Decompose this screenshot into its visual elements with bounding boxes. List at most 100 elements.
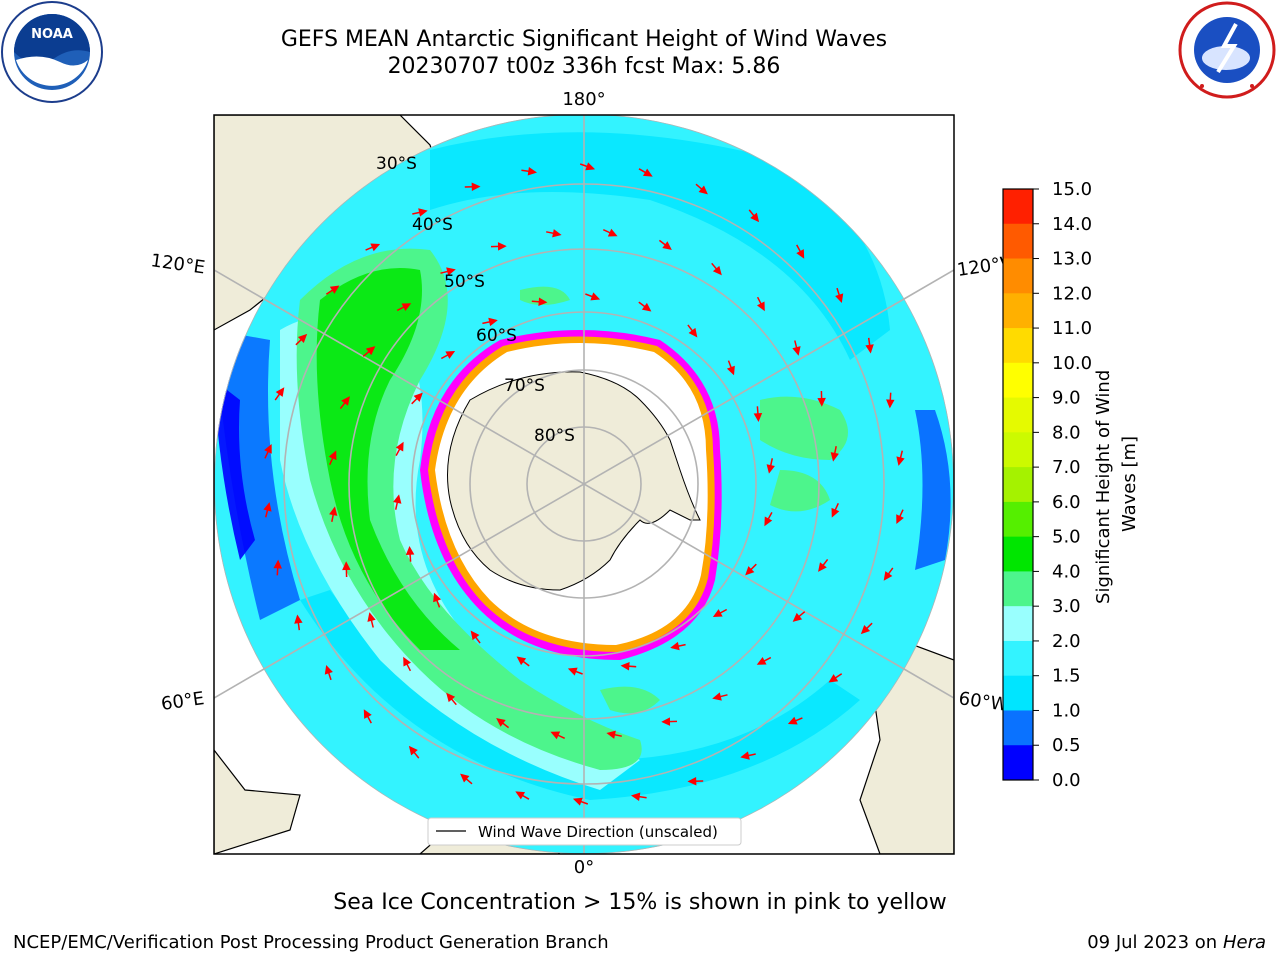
lat-label-70s: 70°S (504, 376, 545, 396)
wave-direction-arrowhead (787, 716, 798, 725)
noaa-logo: NOAA (1, 1, 103, 103)
wave-direction-arrowhead (446, 267, 456, 276)
wave-direction-arrowhead (817, 397, 826, 407)
wave-direction-arrowhead (670, 641, 680, 651)
wave-direction-arrowhead (294, 614, 303, 624)
wave-direction-arrowhead (818, 562, 827, 572)
wave-direction-arrowhead (515, 791, 526, 800)
wave-direction-arrowhead (590, 292, 601, 301)
wave-direction-arrowhead (766, 464, 775, 474)
wave-direction-arrowhead (393, 494, 402, 504)
chart-title: GEFS MEAN Antarctic Significant Height o… (280, 27, 888, 52)
wave-direction-arrowhead (538, 297, 548, 307)
wave-direction-arrowhead (896, 456, 905, 466)
nws-logo (1178, 1, 1276, 99)
wave-direction-arrowhead (896, 514, 904, 524)
colorbar-segment (1003, 606, 1033, 642)
colorbar-segment (1003, 397, 1033, 433)
wave-direction-arrowhead (631, 792, 641, 802)
colorbar-tick-label: 3.0 (1052, 596, 1081, 617)
wave-direction-arrowhead (641, 302, 652, 312)
wave-direction-arrowhead (446, 692, 456, 703)
lat-label-30s: 30°S (376, 154, 417, 174)
chart-subtitle: 20230707 t00z 336h fcst Max: 5.86 (387, 54, 781, 79)
wave-direction-arrowhead (865, 344, 874, 354)
wave-direction-arrowhead (471, 182, 481, 192)
colorbar-tick-label: 6.0 (1052, 492, 1081, 513)
wave-direction-arrowhead (607, 228, 618, 237)
colorbar-tick-label: 9.0 (1052, 388, 1081, 409)
colorbar-segment (1003, 675, 1033, 711)
wave-direction-arrowhead (886, 399, 895, 409)
wave-direction-arrowhead (370, 243, 381, 252)
wave-direction-arrowhead (698, 185, 708, 195)
wave-direction-arrowhead (750, 212, 760, 223)
wind-wave-arrows (263, 162, 905, 806)
colorbar-segment (1003, 258, 1033, 294)
wave-direction-arrowhead (263, 502, 272, 512)
wave-direction-arrowhead (341, 396, 350, 406)
wave-direction-arrowhead (329, 285, 340, 294)
wave-direction-arrowhead (395, 441, 404, 452)
colorbar-segment (1003, 501, 1033, 538)
wave-direction-arrowhead (726, 365, 735, 376)
colorbar-segment (1003, 189, 1033, 225)
colorbar-tick-label: 4.0 (1052, 561, 1081, 582)
wave-direction-arrowhead (363, 709, 372, 719)
wave-direction-arrowhead (401, 303, 412, 312)
colorbar-tick-label: 10.0 (1052, 353, 1092, 374)
wave-direction-arrowhead (796, 249, 805, 259)
wave-direction-arrowhead (273, 559, 282, 569)
colorbar-tick-label: 11.0 (1052, 318, 1092, 339)
wave-direction-arrowhead (408, 745, 418, 756)
svg-text:NOAA: NOAA (31, 27, 73, 42)
colorbar-tick-label: 5.0 (1052, 527, 1081, 548)
wave-direction-arrowhead (860, 625, 871, 635)
wave-direction-arrowhead (403, 656, 412, 667)
wave-direction-arrowhead (883, 571, 893, 581)
colorbar-segment (1003, 571, 1033, 607)
footer-credit: NCEP/EMC/Verification Post Processing Pr… (13, 932, 609, 953)
colorbar-tick-label: 0.5 (1052, 735, 1081, 756)
colorbar-tick-label: 14.0 (1052, 214, 1092, 235)
colorbar-segment (1003, 223, 1033, 260)
colorbar-tick-label: 1.0 (1052, 700, 1081, 721)
colorbar-tick-label: 8.0 (1052, 422, 1081, 443)
colorbar-segment (1003, 745, 1033, 781)
wave-direction-arrowhead (488, 317, 498, 327)
lat-label-80s: 80°S (534, 426, 575, 446)
colorbar-segment (1003, 536, 1033, 572)
wave-direction-arrowhead (792, 346, 801, 356)
wave-direction-arrowhead (527, 166, 537, 176)
wave-direction-arrowhead (329, 506, 338, 516)
wave-direction-arrowhead (460, 773, 470, 783)
wave-direction-arrowhead (687, 776, 697, 786)
lon-label-0: 0° (574, 857, 594, 878)
colorbar-tick-label: 2.0 (1052, 631, 1081, 652)
colorbar-segment (1003, 362, 1033, 399)
wave-direction-arrowhead (830, 452, 839, 462)
wave-direction-arrowhead (831, 507, 840, 518)
colorbar-tick-label: 12.0 (1052, 283, 1092, 304)
wave-direction-arrowhead (753, 412, 763, 423)
wave-direction-arrowhead (712, 265, 722, 276)
lon-label-180: 180° (562, 89, 605, 110)
wave-direction-arrowhead (342, 561, 351, 571)
wave-direction-arrowhead (585, 162, 596, 171)
wave-direction-arrowhead (756, 656, 767, 665)
colorbar-tick-label: 1.5 (1052, 666, 1081, 687)
wave-direction-arrowhead (264, 444, 272, 454)
wave-direction-arrowhead (661, 717, 671, 726)
colorbar-tick-label: 15.0 (1052, 179, 1092, 200)
graticule (214, 115, 954, 854)
wave-direction-arrowhead (367, 612, 376, 622)
colorbar-segment (1003, 432, 1033, 468)
map-border (213, 114, 955, 855)
colorbar-tick-label: 13.0 (1052, 249, 1092, 270)
lon-label-60e: 60°E (160, 688, 206, 715)
colorbar: Significant Height of Wind Waves [m] 0.0… (1002, 179, 1140, 791)
wave-direction-arrowhead (828, 674, 839, 683)
lon-label-60w: 60°W (957, 688, 1009, 716)
lon-label-120e: 120°E (149, 250, 206, 278)
